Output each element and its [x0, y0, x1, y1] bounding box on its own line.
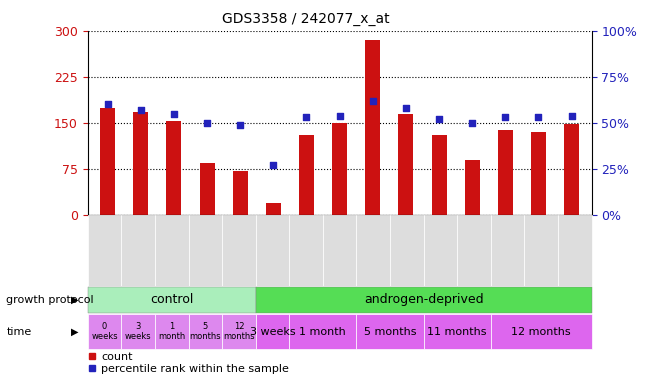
- Point: [302, 114, 312, 121]
- Bar: [266, 203, 281, 215]
- Bar: [299, 135, 314, 215]
- Text: 1
month: 1 month: [158, 322, 185, 341]
- Text: 1 month: 1 month: [300, 326, 346, 337]
- Text: 5
months: 5 months: [190, 322, 221, 341]
- Bar: [432, 135, 447, 215]
- Bar: [564, 124, 579, 215]
- Point: [533, 114, 543, 121]
- Bar: [200, 163, 214, 215]
- Legend: count, percentile rank within the sample: count, percentile rank within the sample: [84, 348, 294, 379]
- Bar: [398, 114, 413, 215]
- Text: 3
weeks: 3 weeks: [125, 322, 151, 341]
- Bar: [365, 40, 380, 215]
- Bar: [100, 108, 115, 215]
- Bar: [465, 160, 480, 215]
- Point: [103, 101, 113, 108]
- Point: [434, 116, 444, 122]
- Bar: [233, 171, 248, 215]
- Text: control: control: [150, 293, 194, 306]
- Text: time: time: [6, 326, 32, 337]
- Point: [202, 120, 213, 126]
- Point: [500, 114, 510, 121]
- Bar: [133, 112, 148, 215]
- Point: [268, 162, 279, 168]
- Text: 3 weeks: 3 weeks: [250, 326, 295, 337]
- Bar: [332, 123, 347, 215]
- Text: 5 months: 5 months: [364, 326, 416, 337]
- Text: growth protocol: growth protocol: [6, 295, 94, 305]
- Point: [235, 122, 246, 128]
- Text: 0
weeks: 0 weeks: [91, 322, 118, 341]
- Point: [367, 98, 378, 104]
- Point: [566, 113, 577, 119]
- Text: 11 months: 11 months: [428, 326, 487, 337]
- Text: ▶: ▶: [70, 295, 78, 305]
- Text: 12 months: 12 months: [512, 326, 571, 337]
- Bar: [166, 121, 181, 215]
- Bar: [531, 132, 546, 215]
- Point: [169, 111, 179, 117]
- Point: [136, 107, 146, 113]
- Point: [334, 113, 345, 119]
- Text: ▶: ▶: [70, 326, 78, 337]
- Bar: [498, 130, 513, 215]
- Text: GDS3358 / 242077_x_at: GDS3358 / 242077_x_at: [222, 12, 389, 25]
- Point: [467, 120, 477, 126]
- Point: [400, 105, 411, 111]
- Text: 12
months: 12 months: [223, 322, 255, 341]
- Text: androgen-deprived: androgen-deprived: [364, 293, 484, 306]
